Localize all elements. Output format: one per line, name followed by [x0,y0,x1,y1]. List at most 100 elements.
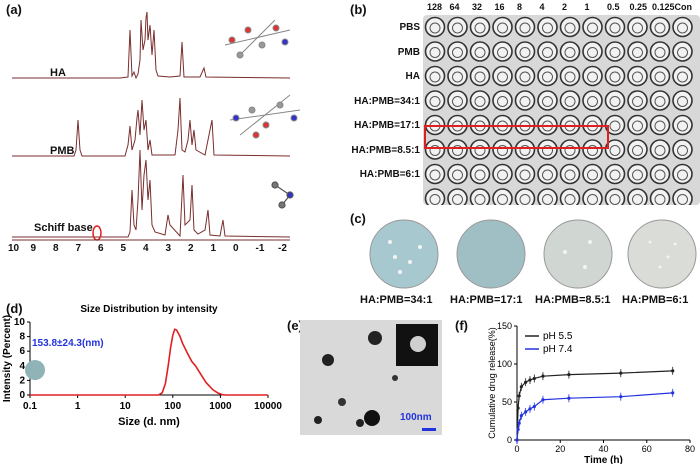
well [649,163,671,185]
release-point [524,410,528,414]
release-point [517,421,521,425]
well-inner [519,47,531,58]
pmb-molecule-model [229,94,301,139]
well-inner [497,194,508,205]
release-x-tick-label: 0 [514,444,519,454]
plate-row-label: PBS [399,22,420,33]
release-y-tick-label: 50 [502,397,512,407]
well-inner [542,145,553,156]
well [672,163,693,185]
well [514,90,536,111]
well [672,114,693,136]
well-inner [677,169,688,181]
well-inner [632,71,643,83]
dish-8-5-1 [543,219,613,289]
well [604,139,626,160]
well-inner [654,47,666,58]
well [424,90,446,111]
dls-annotation: 153.8±24.3(nm) [32,338,104,349]
well [514,41,536,62]
release-series-line [516,392,673,441]
well-inner [429,47,441,58]
dls-x-label: Size (d. nm) [118,416,180,428]
well [627,188,648,209]
well [559,139,581,160]
well-inner [654,22,666,34]
plate-column-label: 0.5 [607,2,620,12]
well-inner [429,71,441,83]
plate-column-label: 128 [427,2,443,12]
well-inner [587,194,598,205]
dish-6-1 [627,219,697,289]
well-inner [654,71,666,83]
well [672,188,693,209]
well-inner [609,120,621,132]
nmr-spectrum-ha [12,11,291,80]
release-point [516,406,520,410]
plate-row-label: HA:PMB=17:1 [354,120,420,131]
plate-column-label: 16 [494,2,505,12]
well [492,16,513,38]
dls-x-tick-label: 100 [164,401,181,412]
well [559,163,581,185]
panel-label-b: (b) [350,2,367,17]
well-inner [452,96,463,107]
well [559,90,581,111]
dish-label-34-1: HA:PMB=34:1 [360,294,433,306]
well-inner [429,194,441,205]
well-inner [542,194,553,205]
plate-column-label: 2 [562,2,568,12]
well-inner [452,169,463,181]
well-inner [474,194,486,205]
well [514,139,536,160]
dls-x-tick-label: 1000 [209,401,232,412]
well [582,41,603,62]
release-x-tick-label: 20 [555,444,565,454]
well-inner [429,169,441,181]
panel-label-f: (f) [455,318,468,333]
well-inner [564,169,576,181]
well [649,139,671,160]
petri-dish-panel: HA:PMB=34:1 HA:PMB=17:1 HA:PMB=8.5:1 HA:… [350,212,700,306]
well-inner [452,145,463,156]
well [514,188,536,209]
nmr-tick-label: 4 [143,243,149,254]
well-inner [497,71,508,83]
well-inner [609,145,621,156]
well-inner [497,96,508,107]
well [604,188,626,209]
release-point [619,395,623,399]
well [469,163,491,185]
well [537,90,558,111]
well-inner [632,145,643,156]
well-inner [587,169,598,181]
well-inner [632,194,643,205]
nmr-tick-label: 3 [165,243,172,254]
nmr-svg [12,11,301,241]
release-point [567,396,571,400]
nmr-panel: HA PMB Schiff base 10 9 8 7 6 5 4 3 2 1 0 -1 -2 [0,0,346,254]
well-inner [519,145,531,156]
panel-label-c: (c) [350,211,366,226]
dls-y-tick-label: 0 [19,390,25,401]
well [537,188,558,209]
well-inner [564,194,576,205]
well [672,90,693,111]
release-x-tick-label: 80 [685,444,695,454]
well-inner [429,145,441,156]
release-point [567,373,571,377]
tem-image: 100nm [300,320,442,435]
well [672,41,693,62]
release-y-label: Cumulative drug release(%) [487,327,497,439]
well-inner [632,169,643,181]
well-inner [519,22,531,34]
plate-column-label: 1 [584,2,590,12]
release-point [532,376,536,381]
well [672,139,693,160]
well [672,65,693,87]
well [604,90,626,111]
plate-column-label: 64 [449,2,460,12]
well [649,188,671,209]
plate-column-label: 32 [472,2,483,12]
well-inner [677,194,688,205]
